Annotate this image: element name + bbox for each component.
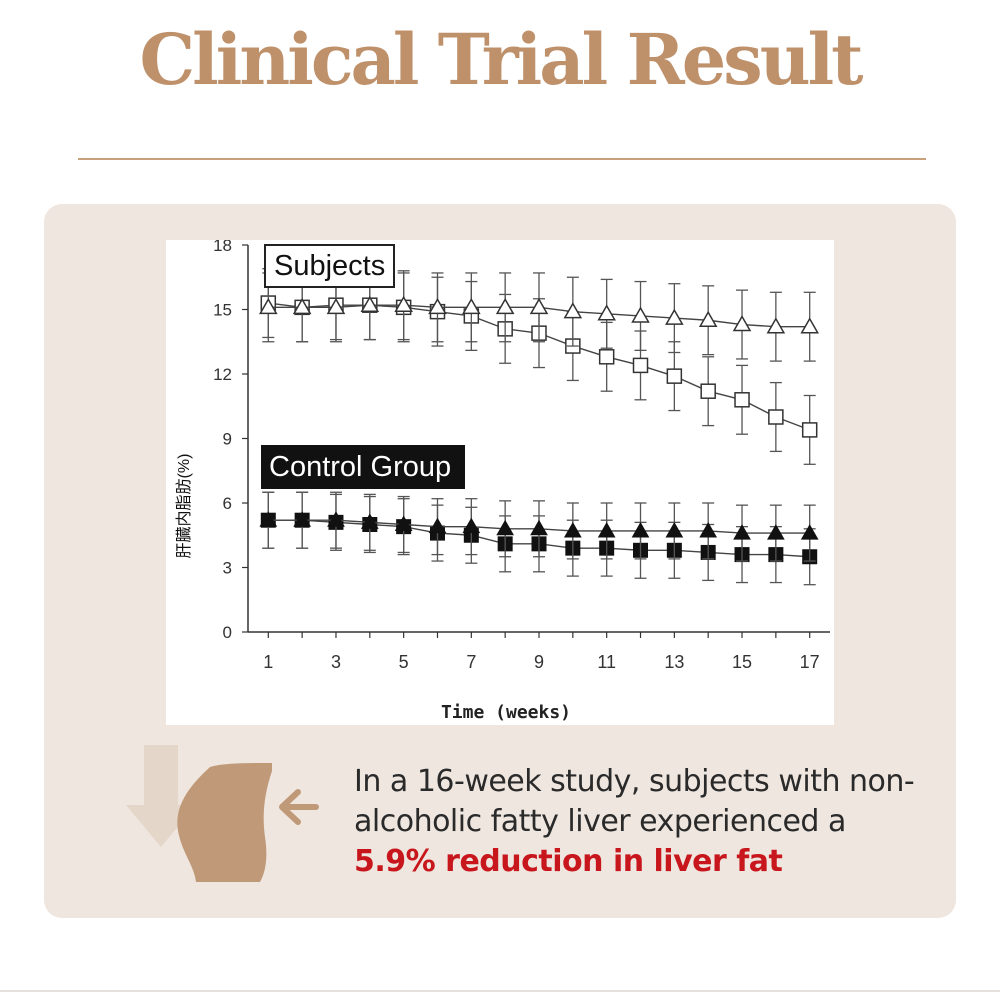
point-open-triangle bbox=[394, 295, 413, 312]
legend-control-group: Control Group bbox=[261, 445, 466, 489]
y-tick-label: 12 bbox=[213, 365, 232, 384]
point-open-triangle bbox=[462, 297, 481, 315]
point-open-square bbox=[632, 357, 649, 374]
point-open-triangle bbox=[563, 302, 583, 319]
x-tick-label: 17 bbox=[800, 652, 820, 672]
point-filled-triangle bbox=[530, 519, 548, 536]
point-filled-triangle bbox=[800, 524, 819, 540]
y-tick-label: 15 bbox=[213, 301, 232, 320]
point-open-triangle bbox=[631, 306, 650, 323]
point-open-square bbox=[700, 383, 716, 399]
caption-line-2: alcoholic fatty liver experienced a bbox=[354, 804, 846, 839]
point-filled-triangle bbox=[394, 515, 413, 531]
point-open-triangle bbox=[292, 297, 312, 315]
point-filled-triangle bbox=[327, 511, 345, 527]
point-open-triangle bbox=[732, 315, 752, 332]
title-divider bbox=[78, 158, 926, 160]
x-tick-label: 9 bbox=[534, 652, 544, 672]
caption: In a 16-week study, subjects with non- a… bbox=[354, 762, 954, 882]
point-open-triangle bbox=[698, 310, 718, 327]
point-open-triangle bbox=[665, 308, 684, 325]
point-open-triangle bbox=[800, 317, 819, 334]
point-filled-triangle bbox=[462, 517, 481, 534]
waist-silhouette-icon bbox=[177, 763, 272, 882]
x-axis-label: Time (weeks) bbox=[440, 702, 572, 723]
chart-container: 0 3 6 9 12 15 18 1 3 5 7 9 11 13 15 17 Subjects Control… bbox=[166, 240, 834, 725]
point-open-square bbox=[768, 409, 784, 425]
point-filled-triangle bbox=[766, 524, 785, 540]
y-tick-label: 3 bbox=[223, 559, 232, 578]
y-tick-label: 0 bbox=[223, 623, 232, 642]
legend-subjects: Subjects bbox=[264, 244, 396, 288]
point-filled-triangle bbox=[699, 521, 718, 538]
point-open-triangle bbox=[529, 297, 549, 315]
y-tick-label: 6 bbox=[223, 494, 232, 513]
x-tick-label: 15 bbox=[732, 652, 752, 672]
liver-fat-icon-group bbox=[122, 745, 322, 885]
point-filled-triangle bbox=[428, 517, 447, 534]
x-tick-label: 7 bbox=[466, 652, 476, 672]
point-filled-triangle bbox=[733, 524, 751, 540]
point-filled-triangle bbox=[360, 513, 379, 529]
point-filled-triangle bbox=[563, 521, 582, 538]
point-open-triangle bbox=[597, 304, 616, 321]
x-tick-label: 1 bbox=[263, 652, 273, 672]
point-open-triangle bbox=[428, 297, 447, 315]
x-tick-label: 5 bbox=[399, 652, 409, 672]
point-filled-triangle bbox=[631, 521, 650, 538]
point-filled-triangle bbox=[259, 511, 278, 527]
x-tick-label: 13 bbox=[664, 652, 684, 672]
point-filled-triangle bbox=[597, 521, 616, 538]
point-filled-triangle bbox=[496, 519, 515, 536]
point-open-square bbox=[598, 349, 615, 365]
x-tick-label: 11 bbox=[597, 652, 616, 672]
y-tick-label: 9 bbox=[223, 430, 232, 449]
point-open-square bbox=[734, 392, 750, 408]
point-open-square bbox=[801, 422, 818, 438]
point-open-square bbox=[666, 368, 683, 384]
pointing-arrow-icon bbox=[279, 789, 319, 825]
x-tick-label: 3 bbox=[331, 652, 341, 672]
point-open-triangle bbox=[360, 295, 380, 312]
footer-rule bbox=[0, 990, 1000, 992]
point-open-triangle bbox=[259, 297, 278, 315]
point-open-triangle bbox=[766, 317, 786, 334]
y-axis-label: 肝臓内脂肪(%) bbox=[176, 453, 193, 559]
point-open-triangle bbox=[326, 297, 346, 315]
point-filled-triangle bbox=[293, 511, 312, 527]
y-tick-label: 18 bbox=[213, 240, 232, 255]
caption-line-1: In a 16-week study, subjects with non- bbox=[354, 764, 915, 799]
point-open-triangle bbox=[495, 297, 515, 315]
page-title: Clinical Trial Result bbox=[139, 18, 863, 101]
caption-highlight: 5.9% reduction in liver fat bbox=[354, 844, 783, 879]
point-filled-triangle bbox=[665, 521, 684, 538]
